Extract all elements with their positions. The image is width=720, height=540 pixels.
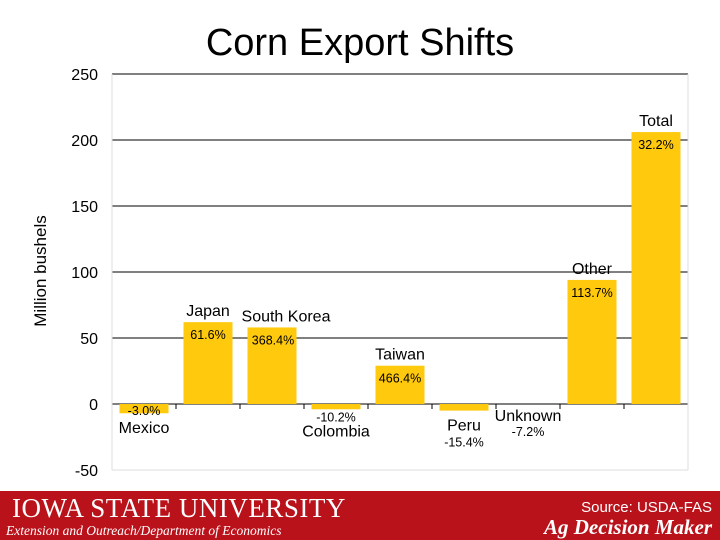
- bar: [567, 279, 617, 404]
- footer-banner: IOWA STATE UNIVERSITY Extension and Outr…: [0, 491, 720, 540]
- percent-change-label: -3.0%: [128, 404, 161, 418]
- bar: [439, 404, 489, 411]
- y-tick-label: 0: [89, 397, 98, 414]
- y-tick-label: 50: [80, 331, 98, 348]
- department-text: Extension and Outreach/Department of Eco…: [6, 523, 282, 538]
- bars: [119, 132, 681, 414]
- chart-title: Corn Export Shifts: [205, 22, 515, 64]
- bar: [631, 132, 681, 404]
- percent-change-label: 368.4%: [252, 333, 294, 347]
- bar: [375, 365, 425, 404]
- y-tick-label: -50: [75, 463, 98, 480]
- bar-chart: -50 0 50 100 150 200 250 Mexico -3.0% Japan 61.6%…: [31, 67, 689, 480]
- percent-change-label: -15.4%: [444, 436, 484, 450]
- brand-logo-text: Ag Decision Maker: [544, 515, 712, 539]
- y-tick-label: 250: [71, 67, 98, 84]
- category-label: Total: [639, 113, 673, 130]
- percent-change-label: -7.2%: [512, 425, 545, 439]
- bar: [183, 322, 233, 404]
- percent-change-label: 32.2%: [638, 138, 673, 152]
- percent-change-label: 113.7%: [571, 286, 612, 300]
- category-label: Other: [572, 261, 613, 278]
- category-label: South Korea: [242, 308, 331, 325]
- category-label: Colombia: [302, 423, 370, 440]
- source-note: Source: USDA-FAS: [581, 499, 712, 516]
- y-tick-label: 150: [71, 199, 98, 216]
- y-axis-label: Million bushels: [31, 215, 50, 327]
- category-label: Peru: [447, 418, 481, 435]
- bar: [311, 404, 361, 410]
- percent-change-label: -10.2%: [316, 410, 356, 424]
- bar-labels: Mexico -3.0% Japan 61.6% South Korea 368.4% Co…: [119, 113, 674, 450]
- category-label: Taiwan: [375, 347, 425, 364]
- y-tick-label: 100: [71, 265, 98, 282]
- category-label: Mexico: [119, 420, 170, 437]
- bar: [119, 404, 169, 414]
- category-label: Japan: [186, 303, 230, 320]
- percent-change-label: 61.6%: [190, 328, 225, 342]
- bar: [247, 327, 297, 404]
- university-logo-text: IOWA STATE UNIVERSITY: [12, 493, 346, 523]
- category-label: Unknown: [495, 408, 562, 425]
- y-tick-label: 200: [71, 133, 98, 150]
- y-axis-ticks: -50 0 50 100 150 200 250: [71, 67, 98, 480]
- percent-change-label: 466.4%: [379, 372, 421, 386]
